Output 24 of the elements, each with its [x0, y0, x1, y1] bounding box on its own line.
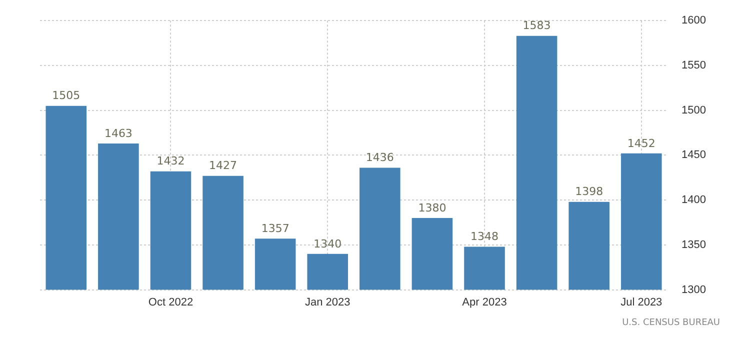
data-label: 1357 [261, 222, 290, 236]
data-label: 1452 [627, 136, 656, 150]
y-tick-label: 1300 [682, 284, 706, 296]
data-label: 1505 [52, 89, 80, 102]
y-tick-label: 1450 [682, 149, 706, 162]
data-label: 1380 [418, 201, 446, 214]
y-tick-label: 1600 [682, 14, 706, 27]
x-tick-label: Jan 2023 [304, 296, 350, 308]
data-label: 1583 [522, 19, 551, 32]
x-tick-label: Apr 2023 [462, 296, 507, 308]
x-tick-label: Oct 2022 [148, 296, 194, 308]
text: U.S. CENSUS BUREAU [621, 318, 720, 328]
data-label: 1463 [104, 126, 132, 140]
data-label: 1340 [314, 237, 342, 250]
y-tick-label: 1550 [682, 60, 706, 72]
data-label: 1398 [575, 185, 604, 198]
y-tick-label: 1350 [682, 238, 706, 251]
data-label: 1436 [366, 151, 394, 164]
x-tick-label: Jul 2023 [620, 296, 662, 308]
y-tick-label: 1400 [682, 194, 706, 206]
data-label: 1348 [470, 230, 498, 244]
data-label: 1432 [156, 154, 185, 168]
y-tick-label: 1500 [682, 104, 706, 116]
data-label: 1427 [209, 159, 238, 172]
